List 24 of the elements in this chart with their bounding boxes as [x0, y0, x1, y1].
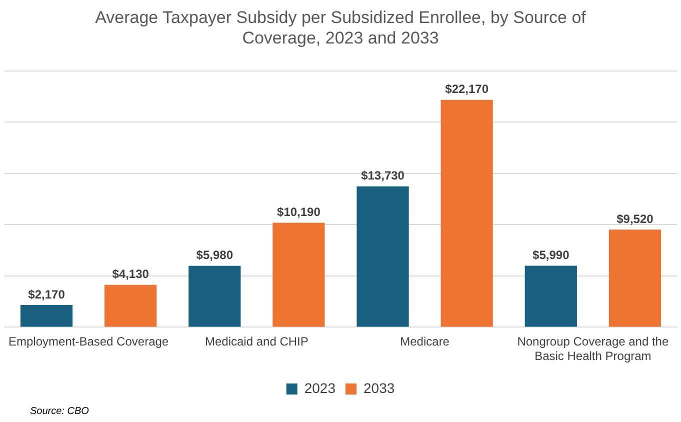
- data-label: $13,730: [361, 168, 405, 183]
- bar: [356, 186, 409, 327]
- chart-title: Average Taxpayer Subsidy per Subsidized Enrollee, by Source of Coverage, 2023 and 2033: [95, 8, 586, 48]
- bar: [104, 284, 157, 327]
- bar: [440, 100, 493, 327]
- data-label: $5,990: [532, 248, 570, 262]
- x-tick-label: Employment-Based Coverage: [8, 334, 169, 349]
- data-label: $2,170: [28, 287, 66, 302]
- data-label: $10,190: [277, 205, 321, 220]
- legend-label: 2023: [304, 380, 336, 396]
- x-tick-label: Nongroup Coverage and the Basic Health Program: [517, 334, 669, 364]
- bar: [20, 304, 73, 327]
- data-label: $9,520: [616, 212, 654, 226]
- bar: [608, 230, 662, 327]
- legend-label: 2033: [364, 380, 395, 396]
- data-label: $4,130: [112, 267, 150, 282]
- source-note: Source: CBO: [30, 406, 90, 417]
- x-tick-label: Medicare: [400, 334, 450, 349]
- data-label: $5,980: [196, 248, 234, 262]
- x-tick-label: Medicaid and CHIP: [204, 334, 308, 349]
- bar: [188, 266, 241, 327]
- data-label: $22,170: [445, 82, 489, 96]
- bar: [272, 222, 325, 327]
- bar: [524, 266, 577, 327]
